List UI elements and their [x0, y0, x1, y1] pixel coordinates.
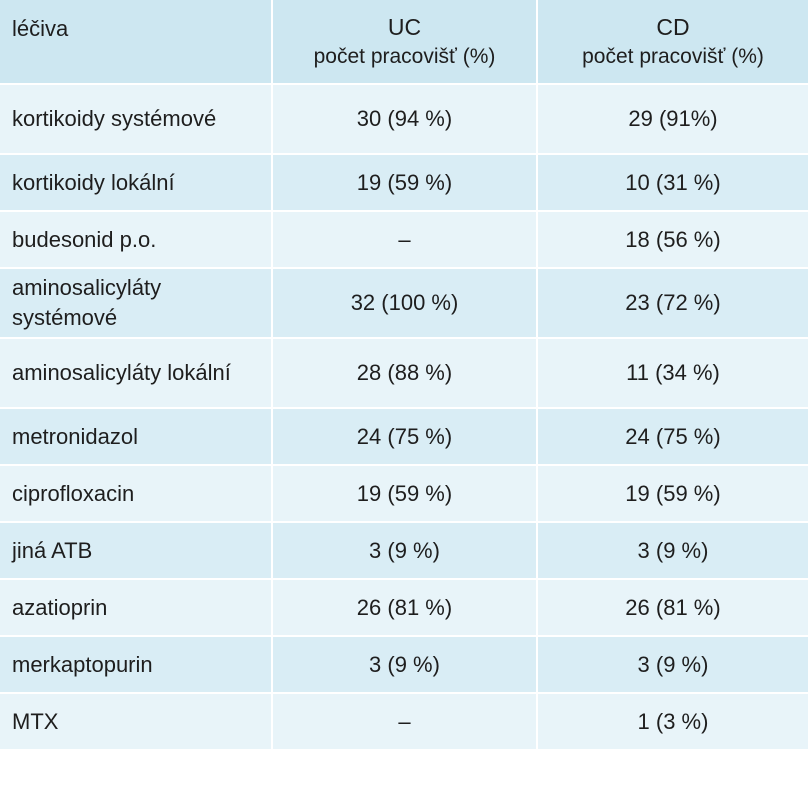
- uc-value-cell: 3 (9 %): [272, 522, 538, 580]
- drug-name-cell: jiná ATB: [0, 522, 273, 580]
- table-header: léčiva UC počet pracovišť (%) CD počet p…: [0, 0, 808, 85]
- cd-value-cell: 24 (75 %): [537, 408, 808, 466]
- header-uc-title: UC: [387, 13, 422, 40]
- drug-name-cell: kortikoidy lokální: [0, 154, 273, 212]
- drug-name-cell: azatioprin: [0, 579, 273, 637]
- cd-value-cell: 18 (56 %): [537, 211, 808, 269]
- table-row: azatioprin 26 (81 %) 26 (81 %): [0, 579, 808, 637]
- uc-value-cell: –: [272, 693, 538, 751]
- cd-value-cell: 11 (34 %): [537, 338, 808, 409]
- table-row: jiná ATB 3 (9 %) 3 (9 %): [0, 522, 808, 580]
- drug-usage-table: léčiva UC počet pracovišť (%) CD počet p…: [0, 0, 808, 751]
- table-row: aminosalicyláty systémové 32 (100 %) 23 …: [0, 268, 808, 339]
- cd-value-cell: 3 (9 %): [537, 522, 808, 580]
- cd-value-cell: 3 (9 %): [537, 636, 808, 694]
- drug-name-cell: metronidazol: [0, 408, 273, 466]
- header-drugs: léčiva: [0, 0, 273, 85]
- cd-value-cell: 10 (31 %): [537, 154, 808, 212]
- table-row: kortikoidy lokální 19 (59 %) 10 (31 %): [0, 154, 808, 212]
- uc-value-cell: 19 (59 %): [272, 465, 538, 523]
- cd-value-cell: 26 (81 %): [537, 579, 808, 637]
- table-row: kortikoidy systémové 30 (94 %) 29 (91%): [0, 84, 808, 155]
- drug-name-cell: aminosalicyláty systémové: [0, 268, 273, 339]
- header-uc-subtitle: počet pracovišť (%): [313, 44, 496, 68]
- uc-value-cell: 28 (88 %): [272, 338, 538, 409]
- header-cd: CD počet pracovišť (%): [537, 0, 808, 85]
- uc-value-cell: –: [272, 211, 538, 269]
- table-row: MTX – 1 (3 %): [0, 693, 808, 751]
- header-cd-subtitle: počet pracovišť (%): [582, 44, 764, 68]
- table-row: metronidazol 24 (75 %) 24 (75 %): [0, 408, 808, 466]
- drug-name-cell: ciprofloxacin: [0, 465, 273, 523]
- uc-value-cell: 26 (81 %): [272, 579, 538, 637]
- header-uc: UC počet pracovišť (%): [272, 0, 538, 85]
- header-row: léčiva UC počet pracovišť (%) CD počet p…: [0, 0, 808, 85]
- cd-value-cell: 29 (91%): [537, 84, 808, 155]
- table-row: budesonid p.o. – 18 (56 %): [0, 211, 808, 269]
- drug-name-cell: MTX: [0, 693, 273, 751]
- table-body: kortikoidy systémové 30 (94 %) 29 (91%) …: [0, 84, 808, 751]
- uc-value-cell: 3 (9 %): [272, 636, 538, 694]
- cd-value-cell: 1 (3 %): [537, 693, 808, 751]
- uc-value-cell: 24 (75 %): [272, 408, 538, 466]
- drug-name-cell: aminosalicyláty lokální: [0, 338, 273, 409]
- cd-value-cell: 23 (72 %): [537, 268, 808, 339]
- header-cd-title: CD: [656, 13, 690, 40]
- uc-value-cell: 30 (94 %): [272, 84, 538, 155]
- uc-value-cell: 19 (59 %): [272, 154, 538, 212]
- drug-name-cell: kortikoidy systémové: [0, 84, 273, 155]
- table-row: merkaptopurin 3 (9 %) 3 (9 %): [0, 636, 808, 694]
- uc-value-cell: 32 (100 %): [272, 268, 538, 339]
- table-row: aminosalicyláty lokální 28 (88 %) 11 (34…: [0, 338, 808, 409]
- drug-name-cell: budesonid p.o.: [0, 211, 273, 269]
- cd-value-cell: 19 (59 %): [537, 465, 808, 523]
- drug-name-cell: merkaptopurin: [0, 636, 273, 694]
- table-row: ciprofloxacin 19 (59 %) 19 (59 %): [0, 465, 808, 523]
